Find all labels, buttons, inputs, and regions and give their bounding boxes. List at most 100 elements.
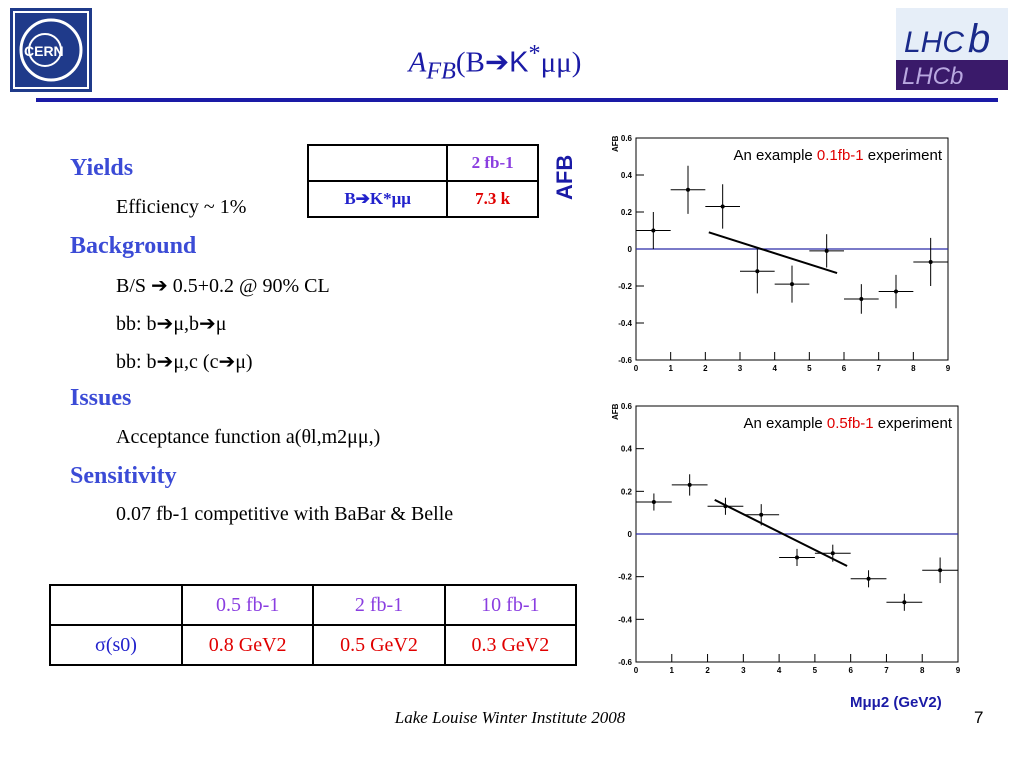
y-tick-label: -0.4 xyxy=(618,615,632,624)
yields-value: 7.3 k xyxy=(446,180,539,218)
point-marker xyxy=(651,228,656,233)
y-tick-label: 0.2 xyxy=(621,208,633,217)
annotation-suffix: experiment xyxy=(874,415,953,432)
point-marker xyxy=(755,269,760,274)
point-marker xyxy=(938,568,943,573)
svg-text:LHCb: LHCb xyxy=(902,63,963,90)
yields-data-row: B➔K*μμ 7.3 k xyxy=(306,180,539,218)
page-number: 7 xyxy=(974,708,984,727)
y-axis-small-label: AFB xyxy=(611,135,620,152)
heading-issues: Issues xyxy=(70,385,132,411)
data-point xyxy=(809,234,844,268)
item-acceptance: Acceptance function a(θl,m2μμ,) xyxy=(116,426,381,448)
item-bb-cmu: bb: b➔μ,c (c➔μ) xyxy=(116,351,253,373)
lhcb-logo: LHC b LHCb xyxy=(896,8,1008,90)
data-point xyxy=(878,274,914,309)
x-tick-label: 5 xyxy=(813,666,818,675)
point-marker xyxy=(894,289,898,294)
item-bb-bmu: bb: b➔μ,b➔μ xyxy=(116,313,227,335)
x-tick-label: 2 xyxy=(703,364,708,373)
sens-header-lumi-3: 10 fb-1 xyxy=(443,584,578,626)
data-point xyxy=(774,265,810,303)
sens-data-row: σ(s0) 0.8 GeV2 0.5 GeV2 0.3 GeV2 xyxy=(49,624,578,666)
x-tick-label: 6 xyxy=(842,364,847,373)
x-tick-label: 6 xyxy=(848,666,853,675)
svg-text:b: b xyxy=(968,17,990,61)
afb-plot-0p1fb: -0.6 -0.4 -0.2 0 0.2 0.4 0.6 0 1 2 3 4 5 6 7 8 9 AFB An ex… xyxy=(611,134,951,373)
sens-value-2: 0.5 GeV2 xyxy=(312,624,446,666)
sens-header-lumi-1: 0.5 fb-1 xyxy=(180,584,315,626)
item-efficiency: Efficiency ~ 1% xyxy=(116,196,247,218)
y-tick-label: 0.6 xyxy=(621,134,633,143)
x-tick-label: 1 xyxy=(668,364,673,373)
y-tick-label: -0.4 xyxy=(618,319,632,328)
x-tick-label: 8 xyxy=(911,364,916,373)
y-tick-label: 0.6 xyxy=(621,402,633,411)
data-point xyxy=(705,184,740,229)
point-marker xyxy=(686,187,690,192)
annotation-prefix: An example xyxy=(744,415,827,432)
x-tick-label: 1 xyxy=(670,666,675,675)
x-tick-label: 4 xyxy=(777,666,782,675)
data-point xyxy=(740,249,775,294)
data-point xyxy=(886,593,923,611)
y-tick-label: 0.2 xyxy=(621,487,633,496)
point-marker xyxy=(902,600,907,605)
point-marker xyxy=(759,512,764,517)
data-point xyxy=(636,493,672,511)
sens-header-blank xyxy=(49,584,183,626)
x-tick-label: 2 xyxy=(705,666,710,675)
fit-line xyxy=(708,231,838,275)
data-point xyxy=(636,212,671,249)
point-marker xyxy=(824,248,829,253)
y-tick-label: -0.6 xyxy=(618,658,632,667)
point-marker xyxy=(687,482,692,487)
x-tick-label: 9 xyxy=(946,364,951,373)
x-tick-label: 9 xyxy=(956,666,961,675)
data-point xyxy=(743,504,780,526)
x-tick-label: 7 xyxy=(876,364,881,373)
sens-value-1: 0.8 GeV2 xyxy=(180,624,315,666)
data-point xyxy=(671,474,708,496)
annotation-suffix: experiment xyxy=(864,147,943,164)
yields-header-lumi: 2 fb-1 xyxy=(446,144,539,182)
yields-header-row: 2 fb-1 xyxy=(306,144,539,182)
fit-line xyxy=(714,498,848,567)
title-rule xyxy=(36,98,998,102)
annotation-prefix: An example xyxy=(734,147,817,164)
lhcb-logo-graphic: LHC b LHCb xyxy=(896,17,1008,90)
annotation-label: An example 0.1fb-1 experiment xyxy=(734,147,943,164)
svg-text:CERN: CERN xyxy=(24,43,64,59)
data-point xyxy=(850,570,887,588)
point-marker xyxy=(859,296,864,301)
data-point xyxy=(844,284,879,314)
sens-value-3: 0.3 GeV2 xyxy=(443,624,578,666)
data-point xyxy=(922,557,958,584)
sens-header-lumi-2: 2 fb-1 xyxy=(312,584,446,626)
point-marker xyxy=(720,204,725,209)
data-point xyxy=(779,548,815,566)
y-tick-label: -0.6 xyxy=(618,356,632,365)
y-tick-label: 0 xyxy=(628,245,633,254)
heading-background: Background xyxy=(70,233,197,259)
x-tick-label: 3 xyxy=(738,364,743,373)
point-marker xyxy=(866,576,871,581)
point-marker xyxy=(830,551,835,556)
x-tick-label: 5 xyxy=(807,364,812,373)
x-tick-label: 3 xyxy=(741,666,746,675)
y-tick-label: -0.2 xyxy=(618,573,632,582)
afb-axis-label: AFB xyxy=(552,154,577,200)
annotation-luminosity: 0.5fb-1 xyxy=(827,415,874,432)
annotation-luminosity: 0.1fb-1 xyxy=(817,147,864,164)
y-tick-label: 0.4 xyxy=(621,445,633,454)
x-tick-label: 8 xyxy=(920,666,925,675)
sens-row-label: σ(s0) xyxy=(49,624,183,666)
sensitivity-table: 0.5 fb-1 2 fb-1 10 fb-1 σ(s0) 0.8 GeV2 0… xyxy=(49,584,578,666)
y-tick-label: 0 xyxy=(628,530,633,539)
item-bs-ratio: B/S ➔ 0.5+0.2 @ 90% CL xyxy=(116,275,330,297)
y-tick-label: -0.2 xyxy=(618,282,632,291)
y-tick-label: 0.4 xyxy=(621,171,633,180)
cern-logo-graphic: CERN xyxy=(13,11,89,89)
point-marker xyxy=(790,282,794,287)
heading-sensitivity: Sensitivity xyxy=(70,463,177,489)
